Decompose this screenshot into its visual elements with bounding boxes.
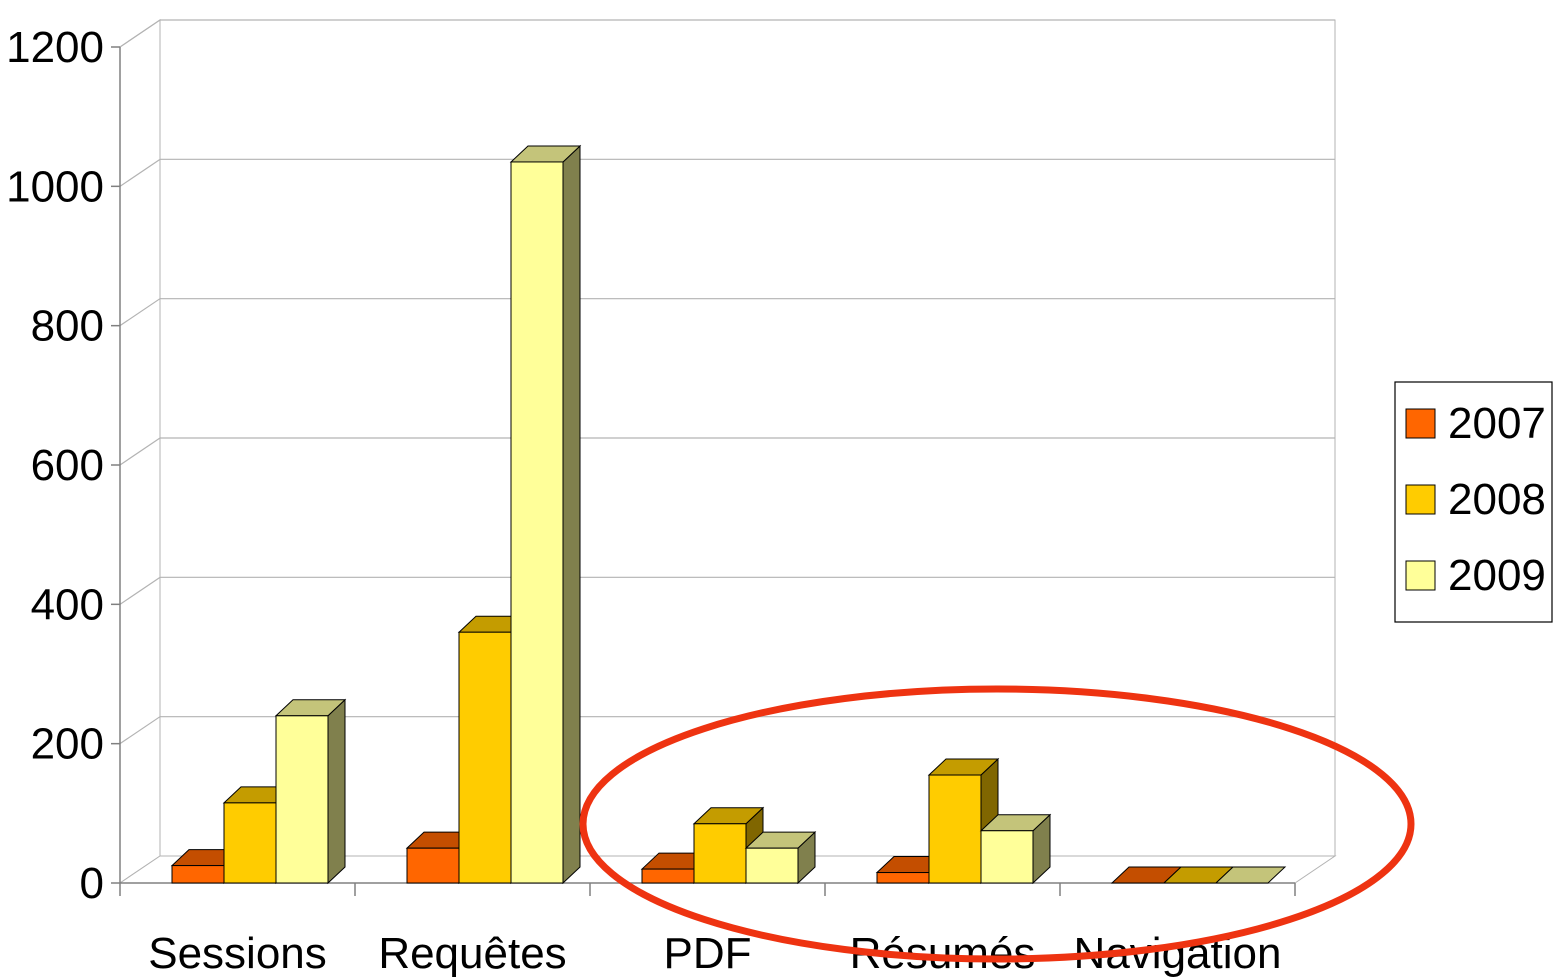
bar-navigation-2009	[1214, 866, 1287, 884]
legend-label-2007: 2007	[1448, 399, 1546, 448]
bars	[170, 144, 1287, 885]
y-tick-label: 1000	[6, 162, 104, 211]
gridline	[119, 298, 1335, 327]
bar-front	[406, 847, 460, 884]
bar-front	[275, 715, 329, 884]
gridlines	[119, 19, 1335, 745]
legend-label-2009: 2009	[1448, 551, 1546, 600]
bar-front	[980, 830, 1034, 884]
bar-front	[171, 865, 225, 884]
bar-sessions-2009	[274, 698, 347, 885]
x-tick-label: Requêtes	[378, 929, 566, 978]
bar-requtes-2009	[509, 144, 582, 885]
gridline	[119, 576, 1335, 605]
y-tick-labels: 0 200 400 600 800 1000 1200	[6, 23, 104, 908]
bar-side	[327, 698, 346, 885]
bar-pdf-2009	[744, 831, 817, 885]
bar-front	[876, 872, 930, 884]
legend-swatch-2008	[1405, 484, 1436, 515]
bar-front	[693, 823, 747, 884]
annotations	[579, 685, 1415, 963]
bar-front	[928, 774, 982, 884]
y-tick-label: 400	[31, 580, 104, 629]
bar-front	[641, 868, 695, 884]
gridline	[119, 437, 1335, 466]
gridline	[119, 19, 1335, 48]
y-tick-label: 1200	[6, 23, 104, 72]
legend-label-2008: 2008	[1448, 475, 1546, 524]
legend: 2007 2008 2009	[1394, 381, 1553, 623]
bar-side	[562, 144, 581, 885]
legend-swatch-2009	[1405, 560, 1436, 591]
y-tick-label: 600	[31, 441, 104, 490]
bar-front	[458, 631, 512, 884]
bar-rsums-2009	[979, 813, 1052, 885]
highlight-ellipse	[579, 685, 1415, 963]
y-tick-label: 200	[31, 720, 104, 769]
bar-front	[510, 161, 564, 884]
y-tick-label: 0	[80, 859, 104, 908]
y-tick-label: 800	[31, 302, 104, 351]
bar-front	[223, 802, 277, 884]
legend-swatch-2007	[1405, 408, 1436, 439]
bar-top	[1214, 866, 1287, 884]
x-tick-label: Sessions	[148, 929, 327, 978]
x-tick-label: PDF	[664, 929, 752, 978]
gridline	[119, 716, 1335, 745]
bar-front	[745, 847, 799, 884]
gridline	[119, 158, 1335, 187]
